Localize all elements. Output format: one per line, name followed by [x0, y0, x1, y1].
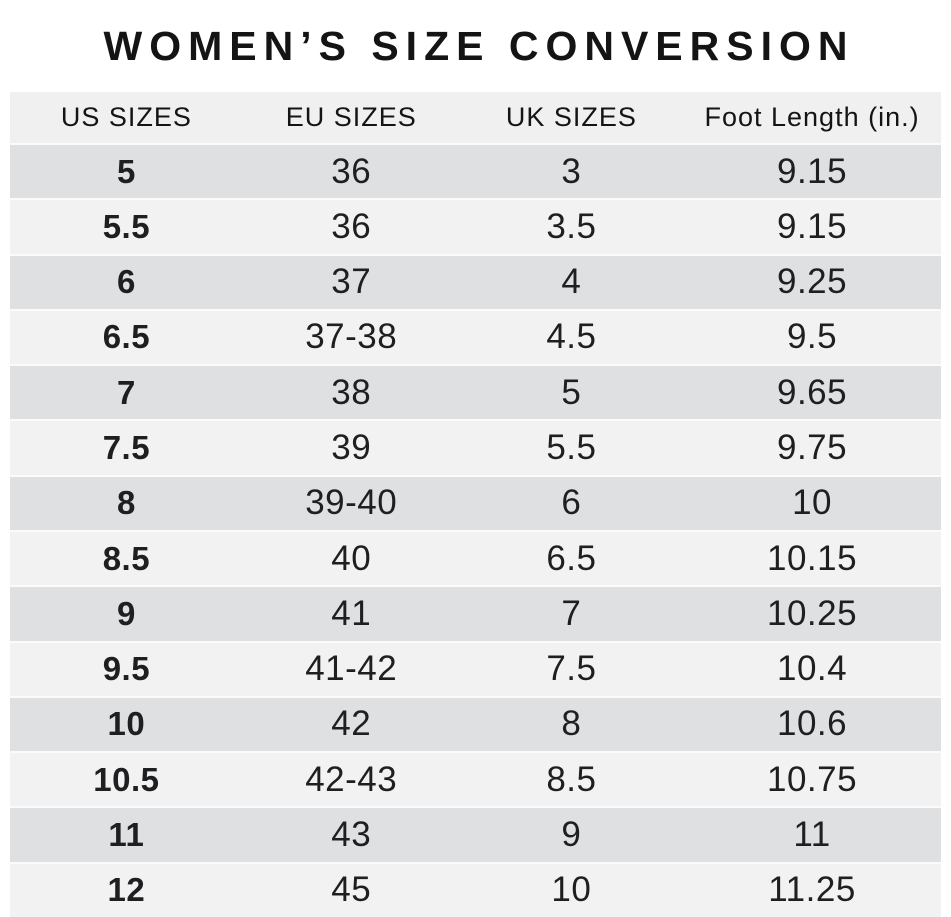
- table-cell-us-size: 10: [107, 705, 146, 743]
- table-cell-uk-size: 8: [561, 704, 582, 744]
- table-cell-foot-length: 10.75: [767, 759, 858, 799]
- table-cell-foot-length: 9.15: [776, 151, 848, 191]
- table-cell-uk-size: 8.5: [546, 759, 597, 799]
- table-cell-uk-size: 10: [551, 870, 592, 910]
- table-cell-eu-size: 40: [331, 538, 372, 578]
- table-cell-eu-size: 37-38: [305, 317, 398, 357]
- table-cell-foot-length: 11: [793, 815, 831, 855]
- table-cell-foot-length: 9.15: [776, 206, 848, 246]
- table-cell-us-size: 12: [107, 871, 146, 909]
- table-row: 9.5 41-42 7.5 10.4: [10, 640, 941, 696]
- page-title: WOMEN’S SIZE CONVERSION: [103, 22, 855, 69]
- table-cell-uk-size: 3.5: [546, 206, 597, 246]
- table-cell-eu-size: 41: [331, 593, 372, 633]
- table-row: 6.5 37-38 4.5 9.5: [10, 308, 941, 365]
- table-cell-foot-length: 9.65: [776, 372, 848, 412]
- table-cell-uk-size: 9: [561, 815, 582, 855]
- table-cell-foot-length: 11.25: [768, 870, 856, 910]
- table-cell-us-size: 8: [116, 484, 136, 522]
- table-cell-uk-size: 5.5: [546, 428, 597, 468]
- table-cell-us-size: 7: [116, 373, 136, 411]
- table-cell-eu-size: 36: [331, 151, 372, 191]
- table-cell-us-size: 5: [116, 152, 136, 190]
- table-row: 7 38 5 9.65: [10, 364, 941, 420]
- column-header-foot-length: Foot Length (in.): [704, 102, 920, 132]
- table-cell-foot-length: 10: [792, 483, 833, 523]
- table-cell-uk-size: 5: [561, 372, 582, 412]
- table-cell-eu-size: 43: [331, 815, 372, 855]
- table-row: 12 45 10 11.25: [10, 861, 941, 917]
- table-row: 10 42 8 10.6: [10, 695, 941, 752]
- table-cell-eu-size: 37: [331, 262, 372, 302]
- table-cell-uk-size: 6: [561, 483, 582, 523]
- table-cell-foot-length: 10.6: [776, 704, 848, 744]
- table-cell-us-size: 9: [116, 594, 136, 632]
- table-cell-us-size: 7.5: [102, 429, 151, 467]
- table-row: 10.5 42-43 8.5 10.75: [10, 751, 941, 807]
- table-cell-us-size: 9.5: [102, 650, 151, 688]
- table-cell-eu-size: 39-40: [305, 483, 398, 523]
- table-cell-eu-size: 42-43: [305, 759, 398, 799]
- table-cell-uk-size: 7: [561, 593, 582, 633]
- table-row: 8 39-40 6 10: [10, 474, 941, 530]
- size-conversion-table: US SIZES EU SIZES UK SIZES Foot Length (…: [10, 92, 941, 917]
- table-cell-us-size: 6: [116, 263, 136, 301]
- table-cell-eu-size: 41-42: [305, 649, 398, 689]
- table-row: 6 37 4 9.25: [10, 253, 941, 309]
- table-row: 7.5 39 5.5 9.75: [10, 419, 941, 475]
- column-header-eu-sizes: EU SIZES: [285, 102, 417, 132]
- table-row: 11 43 9 11: [10, 806, 941, 862]
- table-cell-eu-size: 38: [331, 372, 372, 412]
- table-cell-uk-size: 7.5: [546, 649, 597, 689]
- column-header-uk-sizes: UK SIZES: [505, 102, 637, 132]
- table-header-row: US SIZES EU SIZES UK SIZES Foot Length (…: [10, 92, 941, 143]
- table-cell-foot-length: 9.5: [786, 317, 838, 357]
- table-cell-eu-size: 36: [331, 206, 372, 246]
- table-cell-us-size: 10.5: [93, 760, 160, 798]
- table-cell-uk-size: 3: [561, 151, 582, 191]
- table-row: 9 41 7 10.25: [10, 585, 941, 641]
- table-cell-uk-size: 6.5: [546, 538, 597, 578]
- table-cell-uk-size: 4.5: [546, 317, 597, 357]
- table-cell-us-size: 8.5: [102, 539, 151, 577]
- table-body: 5 36 3 9.15 5.5 36 3.5 9.15 6 37 4 9.25 …: [10, 143, 941, 917]
- table-cell-foot-length: 9.75: [776, 428, 848, 468]
- table-cell-foot-length: 9.25: [776, 262, 848, 302]
- column-header-us-sizes: US SIZES: [60, 102, 192, 132]
- table-cell-foot-length: 10.25: [767, 593, 858, 633]
- table-row: 8.5 40 6.5 10.15: [10, 529, 941, 586]
- table-cell-us-size: 5.5: [102, 207, 151, 245]
- table-cell-eu-size: 39: [331, 428, 372, 468]
- title-bar: WOMEN’S SIZE CONVERSION: [0, 0, 951, 92]
- table-cell-us-size: 6.5: [102, 318, 151, 356]
- table-row: 5 36 3 9.15: [10, 143, 941, 199]
- table-cell-eu-size: 42: [331, 704, 372, 744]
- table-cell-foot-length: 10.4: [776, 649, 848, 689]
- table-row: 5.5 36 3.5 9.15: [10, 198, 941, 254]
- table-cell-us-size: 11: [108, 816, 145, 854]
- table-cell-uk-size: 4: [561, 262, 582, 302]
- table-cell-foot-length: 10.15: [767, 538, 858, 578]
- table-cell-eu-size: 45: [331, 870, 372, 910]
